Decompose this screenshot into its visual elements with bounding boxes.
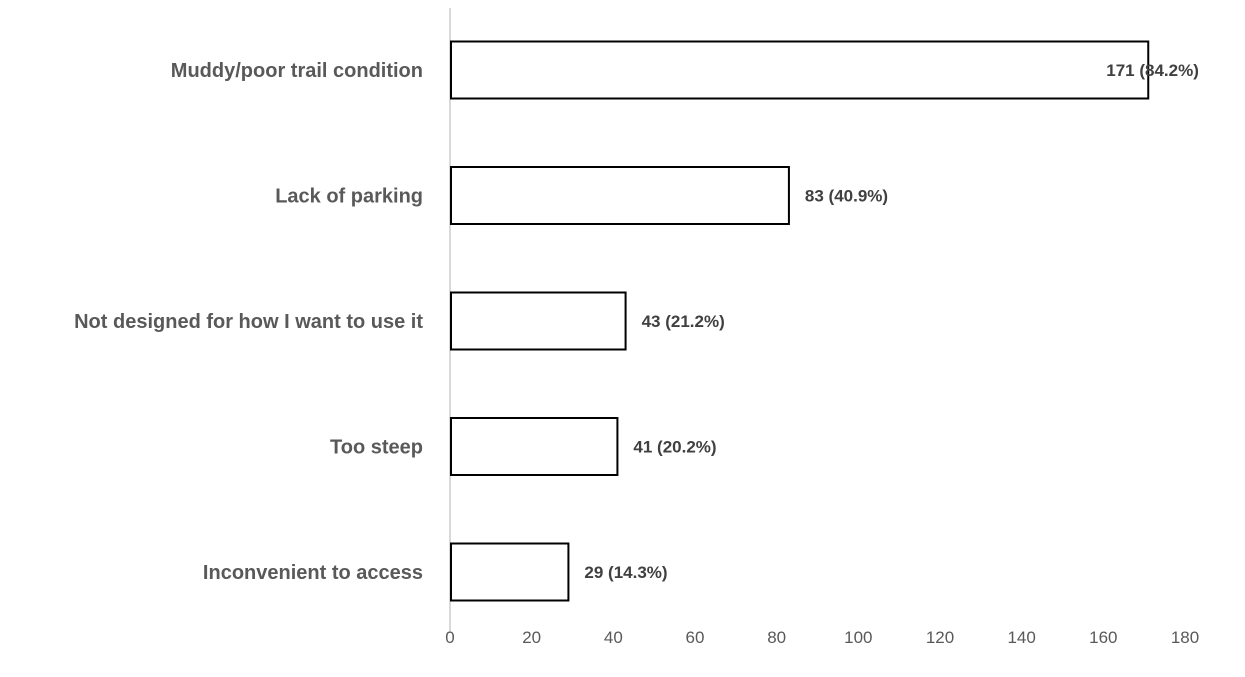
- category-label: Lack of parking: [275, 186, 423, 208]
- bar-2: [450, 291, 627, 351]
- x-tick-label: 120: [926, 628, 954, 647]
- bars-layer: [450, 40, 1150, 602]
- category-label: Too steep: [330, 437, 423, 459]
- x-tick-label: 180: [1171, 628, 1199, 647]
- category-label: Not designed for how I want to use it: [74, 311, 423, 333]
- data-label: 171 (84.2%): [1106, 61, 1199, 80]
- category-label: Muddy/poor trail condition: [171, 60, 423, 82]
- category-label: Inconvenient to access: [203, 562, 423, 584]
- data-label: 29 (14.3%): [584, 563, 667, 582]
- category-labels: Muddy/poor trail condition Lack of parkin…: [74, 60, 423, 584]
- bar-4: [450, 542, 570, 602]
- x-tick-label: 0: [445, 628, 454, 647]
- bar-0: [450, 40, 1150, 100]
- bar-3: [450, 417, 619, 476]
- data-labels: 171 (84.2%) 83 (40.9%) 43 (21.2%) 41 (20.2%…: [584, 61, 1198, 582]
- data-label: 83 (40.9%): [805, 187, 888, 206]
- x-tick-label: 80: [767, 628, 786, 647]
- data-label: 41 (20.2%): [633, 438, 716, 457]
- x-tick-label: 60: [686, 628, 705, 647]
- x-tick-label: 100: [844, 628, 872, 647]
- x-tick-label: 40: [604, 628, 623, 647]
- x-tick-label: 160: [1089, 628, 1117, 647]
- x-axis-tick-labels: 0 20 40 60 80 100 120 140 160 180: [445, 628, 1199, 647]
- bar-1: [450, 166, 790, 225]
- x-tick-label: 140: [1007, 628, 1035, 647]
- data-label: 43 (21.2%): [642, 312, 725, 331]
- x-tick-label: 20: [522, 628, 541, 647]
